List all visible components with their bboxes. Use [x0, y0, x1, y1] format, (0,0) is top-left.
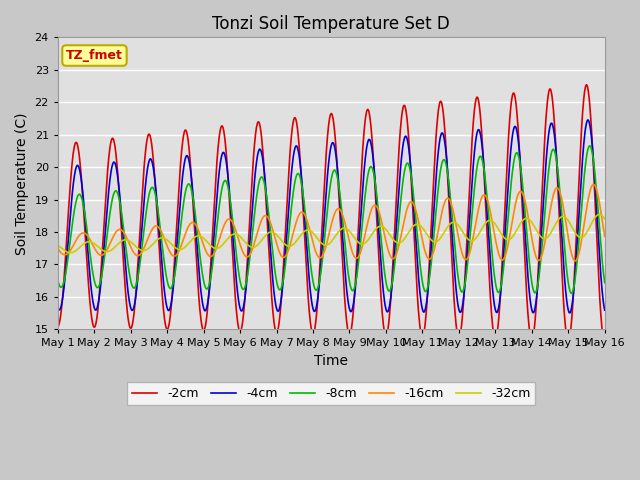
Line: -2cm: -2cm	[58, 85, 605, 342]
-2cm	[269, 303, 276, 309]
-8cm	[568, 290, 575, 296]
Legend: -2cm, -4cm, -8cm, -16cm, -32cm: -2cm, -4cm, -8cm, -16cm, -32cm	[127, 382, 536, 405]
-4cm	[282, 247, 289, 252]
-8cm	[415, 251, 423, 257]
-8cm	[552, 155, 560, 161]
-16cm	[601, 233, 609, 239]
-8cm	[54, 277, 61, 283]
Title: Tonzi Soil Temperature Set D: Tonzi Soil Temperature Set D	[212, 15, 450, 33]
-32cm	[282, 242, 290, 248]
-32cm	[601, 216, 609, 222]
-4cm	[566, 310, 573, 316]
-8cm	[282, 260, 289, 265]
-2cm	[505, 127, 513, 132]
Line: -32cm: -32cm	[58, 215, 605, 253]
Text: TZ_fmet: TZ_fmet	[66, 49, 123, 62]
Y-axis label: Soil Temperature (C): Soil Temperature (C)	[15, 112, 29, 254]
Line: -4cm: -4cm	[58, 120, 605, 313]
-2cm	[54, 323, 61, 329]
-8cm	[269, 247, 276, 252]
Line: -8cm: -8cm	[58, 146, 605, 293]
-2cm	[582, 82, 590, 88]
-32cm	[552, 220, 560, 226]
X-axis label: Time: Time	[314, 354, 348, 368]
-32cm	[67, 250, 74, 256]
-2cm	[282, 223, 289, 228]
-32cm	[415, 222, 423, 228]
-4cm	[601, 307, 609, 313]
-16cm	[572, 258, 579, 264]
-2cm	[415, 314, 423, 320]
-2cm	[601, 339, 609, 345]
-8cm	[586, 143, 594, 149]
-16cm	[552, 185, 560, 191]
-2cm	[552, 148, 560, 154]
-4cm	[584, 117, 592, 123]
Line: -16cm: -16cm	[58, 184, 605, 261]
-4cm	[54, 305, 61, 311]
-4cm	[175, 220, 182, 226]
-4cm	[552, 148, 560, 154]
-32cm	[596, 212, 604, 217]
-32cm	[506, 237, 513, 242]
-16cm	[269, 226, 276, 232]
-8cm	[505, 204, 513, 210]
-8cm	[601, 280, 609, 286]
-16cm	[282, 253, 289, 259]
-2cm	[175, 189, 182, 195]
-32cm	[175, 247, 183, 252]
-32cm	[269, 229, 276, 235]
-16cm	[415, 221, 423, 227]
-16cm	[54, 246, 61, 252]
-4cm	[269, 273, 276, 278]
-16cm	[590, 181, 598, 187]
-16cm	[175, 249, 182, 254]
-4cm	[415, 280, 423, 286]
-16cm	[505, 237, 513, 243]
-4cm	[505, 169, 513, 175]
-32cm	[54, 242, 61, 248]
-8cm	[175, 242, 182, 248]
